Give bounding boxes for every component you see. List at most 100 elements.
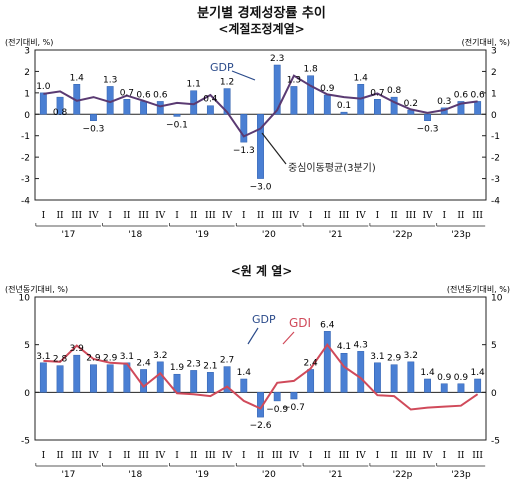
x-year-label: '21 [329,470,343,480]
bar [374,362,381,393]
data-label: −0.7 [283,403,305,413]
x-tick-label: I [376,451,380,461]
x-year-label: '20 [262,470,276,480]
x-tick-label: II [391,211,399,221]
bar [273,64,281,115]
data-label: 0.8 [387,86,402,96]
x-tick-label: I [175,211,179,221]
data-label: 1.1 [187,80,201,90]
x-tick-label: I [442,211,446,221]
data-label: 1.9 [170,363,185,373]
bar [223,366,231,393]
annotation-gdi: GDI [289,316,311,330]
x-year-label: '18 [128,470,142,480]
data-label: 1.4 [70,73,85,83]
y-tick-label-left: 5 [24,341,30,351]
x-year-label: '21 [329,230,343,240]
bar [206,372,214,393]
bar [56,365,64,393]
data-label: 0.4 [203,95,218,105]
data-label: 2.4 [136,358,151,368]
data-label: 1.8 [303,65,318,75]
x-tick-label: I [309,451,313,461]
data-label: 0.8 [53,108,68,118]
x-tick-label: II [324,451,332,461]
bar [90,364,97,393]
bar [323,331,331,393]
y-unit-left: (전년동기대비, %) [5,284,68,294]
bar [223,88,231,115]
data-label: 2.8 [53,355,68,365]
x-tick-label: III [405,451,416,461]
x-year-label: '17 [61,470,75,480]
bar [390,364,398,393]
x-year-label: '18 [128,230,142,240]
x-year-label: '23p [451,470,471,480]
moving-average-line [43,74,478,138]
data-label: 1.4 [420,368,435,378]
y-tick-label-right: -5 [491,437,500,447]
bar [123,99,131,115]
x-tick-label: I [108,451,112,461]
bar [140,369,147,393]
y-tick-label-right: 2 [491,68,497,78]
x-tick-label: II [457,451,465,461]
y-tick-label-left: -1 [21,132,30,142]
bar [240,114,248,143]
x-tick-label: IV [155,211,166,221]
bar [457,383,465,393]
annotation-gdp: GDP [210,61,234,74]
x-tick-label: III [272,211,283,221]
x-year-label: '19 [195,470,209,480]
data-label: −0.1 [166,120,188,130]
bar [307,75,315,115]
bar [240,378,248,393]
bar [206,105,214,115]
data-label: 0.6 [153,90,168,100]
data-label: 2.1 [203,361,217,371]
y-tick-label-left: -4 [21,197,30,207]
y-tick-label-right: -4 [491,197,500,207]
x-tick-label: IV [356,451,367,461]
x-tick-label: III [272,451,283,461]
annotation-moving-average-pointer [261,132,287,165]
data-label: 4.1 [337,342,351,352]
x-tick-label: I [242,451,246,461]
data-label: 2.9 [86,354,101,364]
bar [374,99,381,115]
x-tick-label: III [71,451,82,461]
x-tick-label: III [205,211,216,221]
bar [340,352,348,393]
data-label: 0.9 [454,373,469,383]
data-label: 2.4 [303,358,318,368]
data-label: −0.3 [83,125,105,135]
x-tick-label: IV [222,451,233,461]
data-label: 2.3 [187,359,201,369]
x-tick-label: I [309,211,313,221]
x-tick-label: IV [88,211,99,221]
y-tick-label-right: -3 [491,175,500,185]
y-tick-label-right: -2 [491,154,500,164]
data-label: −0.3 [417,125,439,135]
y-tick-label-left: 0 [24,111,30,121]
y-tick-label-left: -3 [21,175,30,185]
bar [474,378,482,393]
x-year-label: '22p [393,230,413,240]
data-label: 1.4 [354,73,369,83]
data-label: 1.4 [470,368,485,378]
data-label: 1.2 [220,78,234,88]
x-tick-label: II [457,211,465,221]
x-tick-label: I [42,211,46,221]
x-tick-label: II [56,451,64,461]
data-label: 3.1 [370,352,384,362]
x-tick-label: I [108,211,112,221]
bar [190,370,198,393]
bar [173,114,181,117]
x-year-label: '23p [451,230,471,240]
bar [140,101,147,115]
data-label: 3.1 [120,352,134,362]
x-tick-label: IV [423,451,434,461]
x-tick-label: II [257,451,265,461]
data-label: 0.9 [437,373,452,383]
x-tick-label: III [71,211,82,221]
